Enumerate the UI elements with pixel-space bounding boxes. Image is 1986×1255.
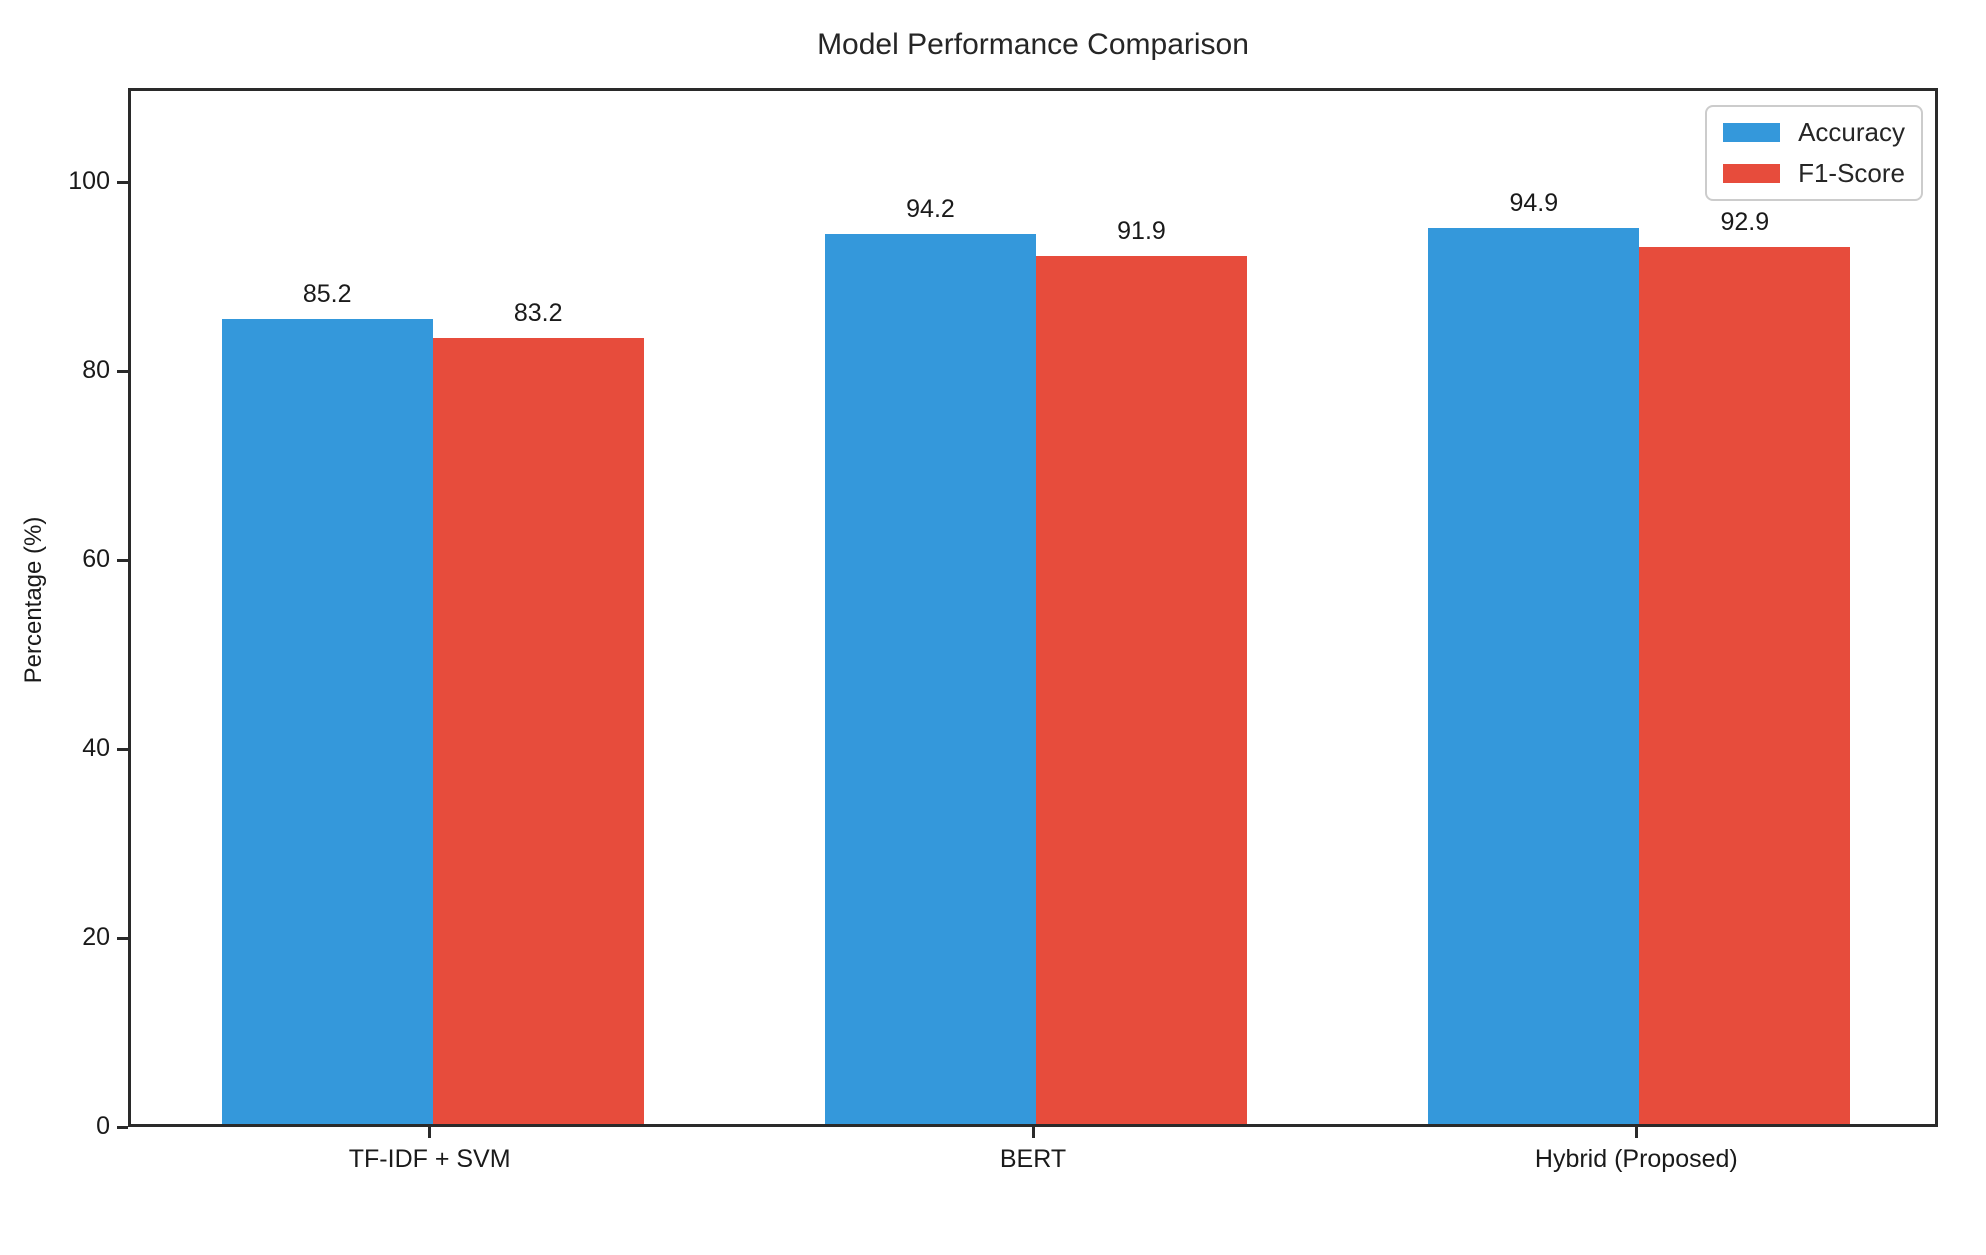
- y-tick-label: 80: [82, 356, 110, 385]
- y-tick-mark: [117, 747, 128, 751]
- bar-f1-score: [1639, 246, 1851, 1124]
- legend: Accuracy F1-Score: [1705, 105, 1923, 201]
- plot-area: Accuracy F1-Score 85.2 83.2 94.2 91.9 94.9 92.…: [128, 88, 1938, 1127]
- bar-f1-score: [432, 338, 644, 1124]
- bar-value-label: 94.9: [1509, 188, 1559, 217]
- y-tick-mark: [117, 369, 128, 373]
- y-tick-label: 40: [82, 734, 110, 763]
- y-tick-label: 20: [82, 923, 110, 952]
- bar-value-label: 94.2: [906, 195, 955, 224]
- y-axis-title: Percentage (%): [20, 516, 47, 684]
- chart-title: Model Performance Comparison: [817, 28, 1249, 61]
- bar-value-label: 91.9: [1117, 216, 1166, 245]
- bar-accuracy: [825, 234, 1036, 1124]
- y-tick-label: 60: [82, 545, 110, 574]
- y-tick-mark: [117, 1125, 128, 1129]
- bar-value-label: 92.9: [1720, 207, 1770, 236]
- y-tick-label: 0: [96, 1112, 110, 1140]
- y-tick-mark: [117, 936, 128, 940]
- bar-accuracy: [1428, 227, 1640, 1124]
- x-tick-label: BERT: [999, 1145, 1067, 1173]
- x-tick-label: Hybrid (Proposed): [1534, 1145, 1738, 1173]
- legend-label: Accuracy: [1798, 117, 1905, 147]
- bar-value-label: 85.2: [302, 280, 352, 309]
- bar-value-label: 83.2: [513, 299, 563, 328]
- bar-f1-score: [1036, 255, 1247, 1124]
- y-tick-mark: [117, 558, 128, 562]
- legend-row: Accuracy: [1723, 117, 1905, 148]
- x-tick-mark: [1031, 1127, 1035, 1138]
- x-tick-mark: [1634, 1127, 1638, 1138]
- x-tick-label: TF-IDF + SVM: [348, 1145, 511, 1173]
- bar-accuracy: [221, 319, 433, 1124]
- legend-swatch-icon: [1723, 123, 1781, 142]
- y-tick-mark: [117, 180, 128, 184]
- x-tick-mark: [428, 1127, 432, 1138]
- legend-label: F1-Score: [1798, 158, 1905, 188]
- legend-row: F1-Score: [1723, 158, 1905, 189]
- legend-swatch-icon: [1723, 164, 1781, 183]
- y-tick-label: 100: [68, 167, 110, 196]
